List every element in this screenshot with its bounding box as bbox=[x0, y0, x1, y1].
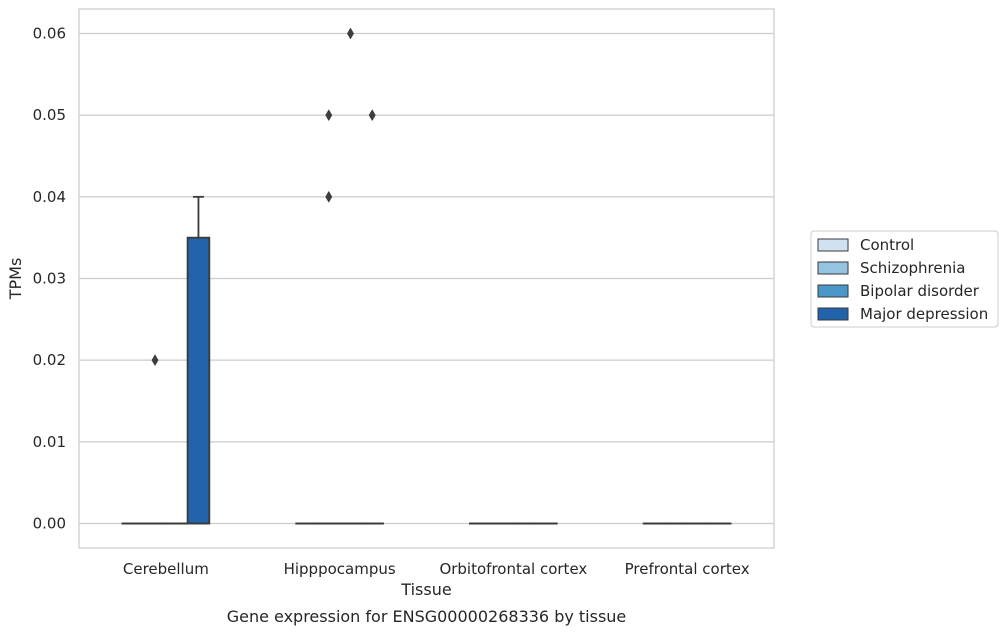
legend-label: Control bbox=[860, 236, 914, 254]
y-tick-label: 0.03 bbox=[33, 270, 66, 288]
y-tick-label: 0.00 bbox=[33, 515, 66, 533]
x-tick-label: Hipppocampus bbox=[284, 560, 396, 578]
x-tick-label: Cerebellum bbox=[123, 560, 209, 578]
y-axis-label: TPMs bbox=[6, 258, 25, 301]
x-tick-label: Prefrontal cortex bbox=[625, 560, 750, 578]
legend-swatch bbox=[817, 261, 849, 275]
legend-frame bbox=[810, 230, 999, 328]
legend-label: Schizophrenia bbox=[860, 259, 965, 277]
legend-label: Major depression bbox=[860, 305, 988, 323]
legend-swatch bbox=[817, 284, 849, 298]
x-axis-label: Tissue bbox=[400, 580, 451, 599]
legend: Control Schizophrenia Bipolar disorder Majo… bbox=[810, 230, 999, 328]
y-axis-ticks: 0.00 0.01 0.02 0.03 0.04 0.05 0.06 bbox=[33, 25, 66, 533]
outlier-point bbox=[325, 190, 333, 203]
x-axis-ticks: Cerebellum Hipppocampus Orbitofrontal cort… bbox=[123, 560, 750, 578]
legend-label: Bipolar disorder bbox=[860, 282, 980, 300]
y-tick-label: 0.01 bbox=[33, 433, 66, 451]
plot-area-frame bbox=[78, 8, 775, 549]
legend-swatch bbox=[817, 307, 849, 321]
outlier-point bbox=[325, 109, 333, 122]
y-tick-label: 0.05 bbox=[33, 106, 66, 124]
outlier-point bbox=[368, 109, 376, 122]
outlier-point bbox=[151, 354, 159, 367]
y-tick-label: 0.06 bbox=[33, 25, 66, 43]
box-marks bbox=[121, 27, 732, 525]
outlier-point bbox=[346, 27, 354, 40]
gridlines bbox=[79, 32, 774, 525]
legend-swatch bbox=[817, 238, 849, 252]
box bbox=[186, 236, 211, 525]
chart-caption: Gene expression for ENSG00000268336 by t… bbox=[227, 607, 627, 626]
x-tick-label: Orbitofrontal cortex bbox=[439, 560, 587, 578]
y-tick-label: 0.04 bbox=[33, 188, 66, 206]
y-tick-label: 0.02 bbox=[33, 351, 66, 369]
